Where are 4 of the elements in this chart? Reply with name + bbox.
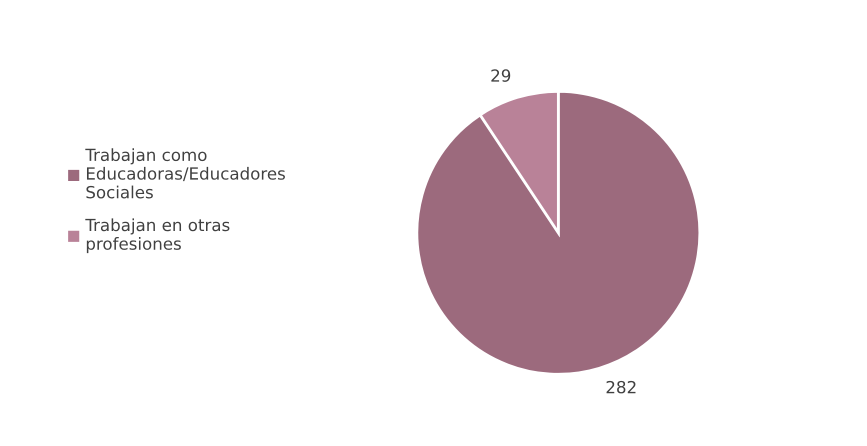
data-label: 29 — [491, 69, 510, 82]
legend-label: Trabajan en otras profesiones — [85, 218, 230, 254]
legend-label: Trabajan como Educadoras/Educadores Sociales — [85, 148, 285, 198]
data-label: 282 — [606, 380, 636, 394]
